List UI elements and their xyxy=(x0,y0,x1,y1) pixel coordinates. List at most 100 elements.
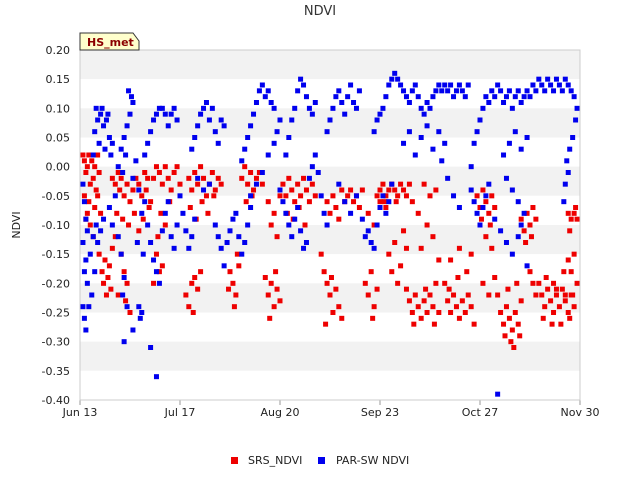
srs-ndvi-point xyxy=(480,187,486,193)
srs-ndvi-point xyxy=(421,181,427,187)
par-sw-ndvi-point xyxy=(330,105,336,111)
par-sw-ndvi-point xyxy=(87,251,93,257)
par-sw-ndvi-point xyxy=(573,117,579,123)
srs-ndvi-point xyxy=(211,193,217,199)
y-axis-label: NDVI xyxy=(10,211,23,238)
y-tick-label: -0.10 xyxy=(42,219,70,232)
srs-ndvi-point xyxy=(562,298,568,304)
srs-ndvi-point xyxy=(523,240,529,245)
par-sw-ndvi-point xyxy=(274,129,280,135)
par-sw-ndvi-point xyxy=(506,88,512,94)
srs-ndvi-point xyxy=(370,315,376,321)
srs-ndvi-point xyxy=(327,210,333,216)
srs-ndvi-point xyxy=(309,181,315,187)
srs-ndvi-point xyxy=(501,321,507,327)
par-sw-ndvi-point xyxy=(324,222,330,228)
par-sw-ndvi-point xyxy=(303,240,309,245)
par-sw-ndvi-point xyxy=(93,105,99,111)
par-sw-ndvi-point xyxy=(80,304,86,310)
chart-title: NDVI xyxy=(304,4,336,19)
par-sw-ndvi-point xyxy=(145,222,151,228)
par-sw-ndvi-point xyxy=(474,210,480,216)
srs-ndvi-point xyxy=(571,210,577,216)
station-label: HS_met xyxy=(87,36,134,49)
srs-ndvi-point xyxy=(218,181,224,187)
par-sw-ndvi-point xyxy=(271,105,277,111)
srs-ndvi-point xyxy=(86,152,92,158)
srs-ndvi-point xyxy=(495,292,501,298)
par-sw-ndvi-point xyxy=(101,216,107,222)
srs-ndvi-point xyxy=(365,210,371,216)
srs-ndvi-point xyxy=(478,216,484,222)
srs-ndvi-point xyxy=(401,228,407,234)
srs-ndvi-point xyxy=(418,315,424,321)
par-sw-ndvi-point xyxy=(165,123,171,129)
par-sw-ndvi-point xyxy=(115,164,121,170)
par-sw-ndvi-point xyxy=(524,88,530,94)
srs-ndvi-point xyxy=(112,181,118,187)
par-sw-ndvi-point xyxy=(292,216,298,222)
par-sw-ndvi-point xyxy=(315,170,321,175)
srs-ndvi-point xyxy=(339,315,345,321)
srs-ndvi-point xyxy=(112,234,118,240)
srs-ndvi-point xyxy=(456,245,462,251)
par-sw-ndvi-point xyxy=(120,292,126,298)
par-sw-ndvi-point xyxy=(245,222,251,228)
srs-ndvi-point xyxy=(524,210,530,216)
srs-ndvi-point xyxy=(568,216,574,222)
par-sw-ndvi-point xyxy=(512,129,518,135)
par-sw-ndvi-point xyxy=(145,140,151,146)
par-sw-ndvi-point xyxy=(277,187,283,193)
srs-ndvi-point xyxy=(392,240,398,245)
par-sw-ndvi-point xyxy=(451,94,457,100)
grid-band xyxy=(80,283,580,313)
x-tick-label: Oct 27 xyxy=(462,406,499,419)
srs-ndvi-point xyxy=(509,327,515,333)
par-sw-ndvi-point xyxy=(471,140,477,146)
srs-ndvi-point xyxy=(430,304,436,310)
srs-ndvi-point xyxy=(124,181,130,187)
par-sw-ndvi-point xyxy=(153,269,159,275)
par-sw-ndvi-point xyxy=(168,111,174,117)
par-sw-ndvi-point xyxy=(298,228,304,234)
srs-ndvi-point xyxy=(515,321,521,327)
par-sw-ndvi-point xyxy=(433,88,439,94)
par-sw-ndvi-point xyxy=(265,88,271,94)
srs-ndvi-point xyxy=(543,275,549,280)
par-sw-ndvi-point xyxy=(103,117,109,123)
srs-ndvi-point xyxy=(245,181,251,187)
par-sw-ndvi-point xyxy=(253,100,259,105)
srs-ndvi-point xyxy=(84,164,90,170)
par-sw-ndvi-point xyxy=(412,82,418,88)
srs-ndvi-point xyxy=(209,170,215,175)
par-sw-ndvi-point xyxy=(324,129,330,135)
par-sw-ndvi-point xyxy=(312,100,318,105)
par-sw-ndvi-point xyxy=(442,82,448,88)
srs-ndvi-point xyxy=(415,210,421,216)
par-sw-ndvi-point xyxy=(503,94,509,100)
y-tick-label: 0.05 xyxy=(46,132,71,145)
par-sw-ndvi-point xyxy=(156,280,162,286)
x-tick-label: Jul 17 xyxy=(164,406,196,419)
par-sw-ndvi-point xyxy=(568,88,574,94)
par-sw-ndvi-point xyxy=(106,135,112,140)
srs-ndvi-point xyxy=(289,187,295,193)
par-sw-ndvi-point xyxy=(151,257,157,263)
par-sw-ndvi-point xyxy=(512,94,518,100)
par-sw-ndvi-point xyxy=(483,193,489,199)
srs-ndvi-point xyxy=(545,286,551,292)
srs-ndvi-point xyxy=(227,269,233,275)
srs-ndvi-point xyxy=(139,193,145,199)
srs-ndvi-point xyxy=(96,251,102,257)
srs-ndvi-point xyxy=(140,216,146,222)
srs-ndvi-point xyxy=(81,158,87,164)
srs-ndvi-point xyxy=(380,181,386,187)
srs-ndvi-point xyxy=(324,199,330,205)
srs-ndvi-point xyxy=(302,222,308,228)
par-sw-ndvi-point xyxy=(80,240,86,245)
par-sw-ndvi-point xyxy=(148,240,154,245)
srs-ndvi-point xyxy=(87,181,93,187)
par-sw-ndvi-point xyxy=(406,129,412,135)
srs-ndvi-point xyxy=(265,199,271,205)
par-sw-ndvi-point xyxy=(268,100,274,105)
